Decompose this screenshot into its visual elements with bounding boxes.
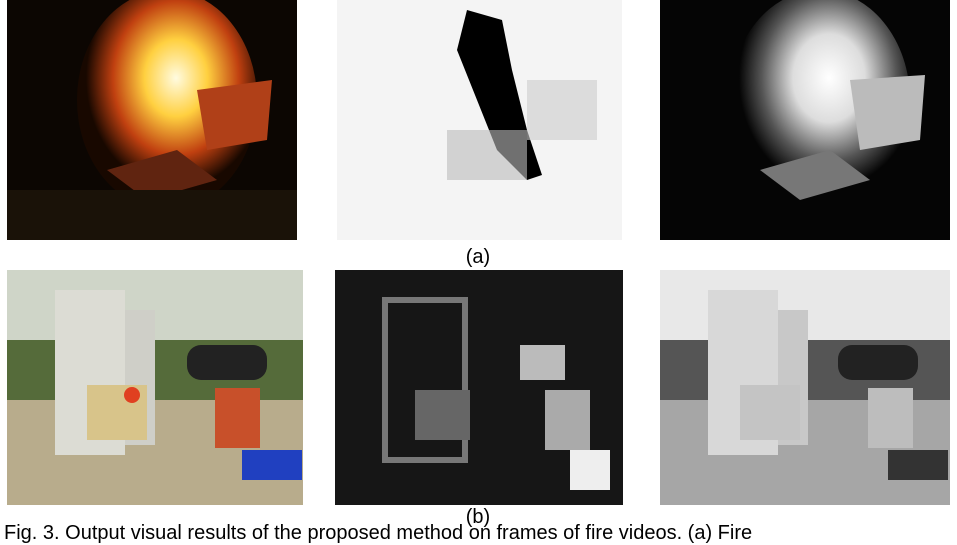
fire-enhanced bbox=[660, 0, 950, 240]
chair-original bbox=[7, 270, 303, 505]
fire-original bbox=[7, 0, 297, 240]
chair-enhanced bbox=[660, 270, 950, 505]
caption: Fig. 3. Output visual results of the pro… bbox=[4, 522, 752, 545]
row-label: (a) bbox=[448, 246, 508, 269]
fire-mask bbox=[337, 0, 622, 240]
page: (a) (b) Fig. 3. Output visual results of… bbox=[0, 0, 957, 540]
chair-mask bbox=[335, 270, 623, 505]
